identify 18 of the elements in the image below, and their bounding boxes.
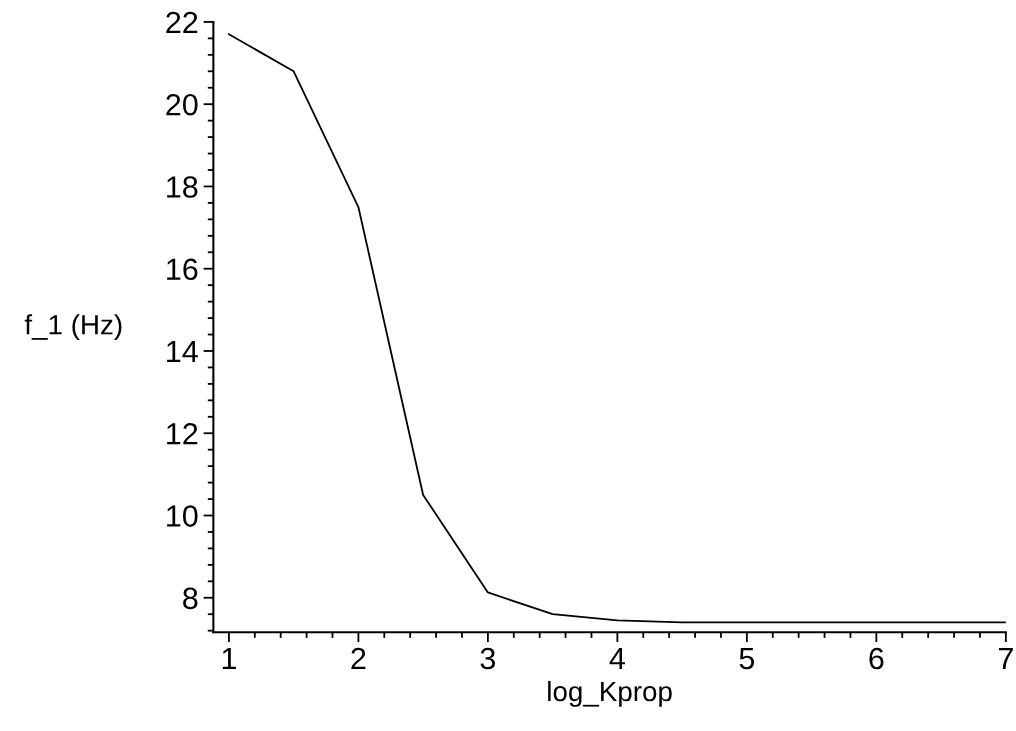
x-axis-title: log_Kprop — [548, 680, 672, 707]
y-tick-label: 8 — [183, 587, 198, 610]
x-tick-label: 5 — [739, 648, 755, 670]
x-tick-label: 4 — [609, 648, 625, 670]
y-tick-label: 22 — [166, 11, 198, 33]
y-tick-label: 20 — [166, 93, 198, 116]
x-tick-label: 7 — [998, 648, 1013, 670]
x-tick-label: 6 — [869, 647, 884, 670]
x-tick-label: 2 — [351, 647, 366, 670]
y-tick-label: 16 — [167, 258, 198, 281]
y-tick-label: 14 — [167, 341, 198, 363]
line-series — [227, 33, 1006, 624]
y-tick-label: 12 — [167, 422, 198, 445]
y-tick-label: 10 — [167, 505, 198, 527]
y-tick-label: 18 — [167, 176, 198, 198]
x-tick-label: 1 — [222, 648, 236, 670]
x-tick-label: 3 — [480, 647, 496, 670]
y-axis-title: f_1 (Hz) — [24, 314, 122, 341]
